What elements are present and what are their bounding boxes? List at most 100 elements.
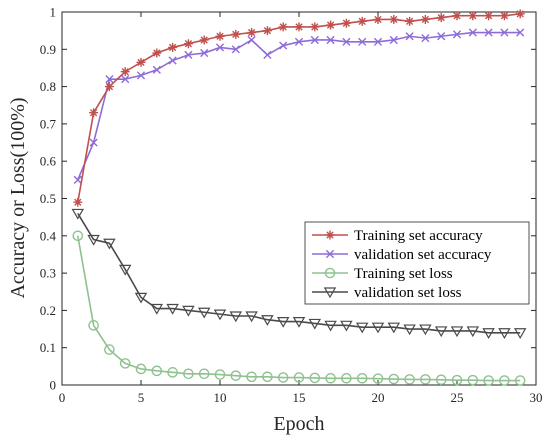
data-point	[437, 32, 446, 41]
data-point	[276, 316, 290, 328]
series-3	[71, 208, 527, 339]
legend[interactable]: Training set accuracy validation set accu…	[304, 221, 530, 305]
data-point	[105, 75, 114, 84]
legend-label: validation set loss	[354, 285, 462, 301]
series-0	[73, 9, 525, 207]
data-point	[292, 316, 306, 328]
x-tick-label: 0	[59, 390, 66, 405]
data-point	[118, 264, 132, 276]
data-point	[450, 326, 464, 338]
data-point	[389, 35, 398, 45]
data-point	[420, 14, 430, 24]
x-tick-label: 10	[214, 390, 227, 405]
x-axis-ticks: 0 5 10 15 20 25 30	[59, 12, 543, 405]
data-point	[184, 50, 193, 59]
data-point	[308, 318, 322, 330]
x-axis-label: Epoch	[273, 413, 324, 435]
data-point	[247, 28, 257, 38]
legend-label: Training set accuracy	[354, 228, 483, 244]
data-point	[262, 371, 273, 383]
data-point	[198, 368, 210, 380]
legend-swatch-marker	[323, 287, 337, 299]
y-tick-label: 1	[50, 5, 57, 20]
data-point	[200, 48, 209, 58]
plot-area	[61, 11, 537, 386]
y-tick-label: 0.8	[40, 79, 56, 94]
y-tick-label: 0.2	[40, 303, 56, 318]
series-layer	[71, 9, 527, 386]
data-point	[103, 238, 116, 250]
data-point	[468, 28, 477, 37]
data-point	[262, 26, 272, 36]
legend-item[interactable]: Training set loss	[312, 266, 453, 282]
data-point	[387, 322, 401, 334]
y-axis-ticks: 0 0.1 0.2 0.3 0.4 0.5 0.6 0.7 0.8 0.9 1	[40, 5, 536, 393]
data-point	[294, 22, 304, 32]
data-point	[405, 16, 415, 26]
data-point	[310, 35, 319, 45]
x-tick-label: 5	[138, 390, 145, 405]
y-tick-label: 0	[50, 378, 57, 393]
data-point	[215, 43, 225, 52]
legend-item[interactable]: validation set accuracy	[312, 247, 492, 263]
data-point	[293, 372, 305, 383]
y-tick-label: 0.9	[40, 42, 56, 57]
legend-swatch-marker	[325, 249, 335, 259]
data-point	[263, 50, 272, 59]
data-point	[513, 328, 527, 339]
data-point	[279, 41, 288, 50]
data-point	[213, 309, 227, 321]
data-point	[71, 208, 85, 220]
data-point	[357, 16, 367, 26]
data-point	[452, 11, 462, 21]
data-point	[341, 372, 352, 384]
data-point	[388, 373, 400, 385]
data-point	[325, 372, 336, 384]
data-point	[466, 326, 480, 338]
data-point	[371, 322, 385, 334]
data-point	[150, 303, 164, 315]
legend-item[interactable]: Training set accuracy	[312, 228, 483, 244]
data-point	[436, 13, 446, 23]
data-point	[136, 71, 146, 80]
data-point	[467, 374, 479, 386]
data-point	[183, 39, 193, 49]
data-point	[87, 234, 100, 246]
data-point	[135, 363, 147, 375]
data-point	[499, 11, 509, 21]
data-point	[73, 175, 82, 184]
data-point	[484, 28, 493, 37]
data-point	[452, 30, 462, 39]
data-point	[483, 375, 494, 386]
data-point	[104, 344, 115, 355]
data-point	[514, 375, 526, 386]
data-point	[451, 374, 463, 386]
legend-item[interactable]: validation set loss	[312, 285, 462, 301]
data-point	[136, 57, 146, 67]
data-point	[499, 375, 510, 386]
series-2	[72, 230, 526, 386]
data-point	[516, 28, 525, 37]
data-point	[404, 374, 415, 385]
y-tick-label: 0.6	[40, 154, 57, 169]
legend-swatch-marker	[324, 267, 336, 279]
series-1	[73, 28, 525, 184]
data-point	[197, 307, 211, 319]
data-point	[309, 372, 321, 384]
data-point	[484, 11, 494, 21]
data-point	[73, 197, 83, 207]
data-point	[231, 29, 241, 39]
x-tick-label: 15	[293, 390, 306, 405]
data-point	[420, 374, 431, 385]
data-point	[342, 37, 351, 46]
data-point	[152, 65, 161, 74]
x-tick-label: 20	[372, 390, 385, 405]
legend-label: validation set accuracy	[354, 247, 492, 263]
data-point	[230, 370, 242, 381]
data-point	[515, 9, 525, 19]
data-point	[247, 35, 256, 45]
x-tick-label: 25	[451, 390, 464, 405]
data-point	[482, 328, 495, 339]
data-point	[498, 328, 511, 339]
